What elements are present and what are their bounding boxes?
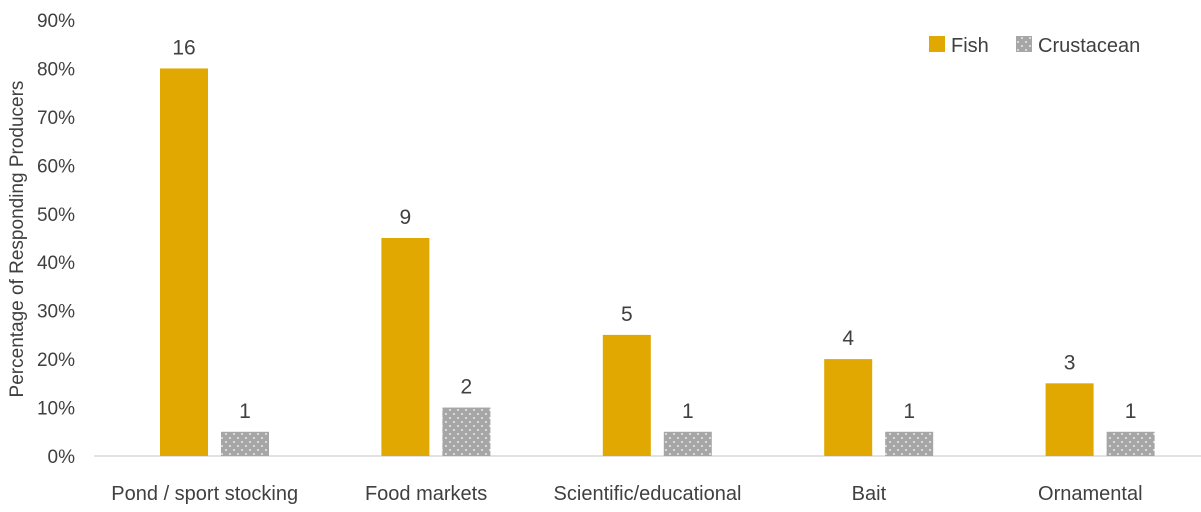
bars [160, 68, 1155, 456]
y-tick-label: 40% [37, 253, 75, 274]
y-tick-label: 30% [37, 302, 75, 323]
y-tick-label: 90% [37, 11, 75, 32]
bar-fish [381, 238, 430, 456]
data-label-crustacean: 2 [461, 376, 473, 399]
data-labels: 16 1 9 2 5 1 4 1 3 1 [172, 36, 1136, 422]
y-axis-title: Percentage of Responding Producers [7, 81, 28, 398]
data-label-fish: 9 [400, 206, 412, 229]
data-label-fish: 16 [172, 36, 195, 59]
y-tick-label: 80% [37, 59, 75, 80]
bar-crustacean [1106, 431, 1155, 456]
bar-fish [1045, 383, 1094, 456]
bar-crustacean [442, 407, 491, 456]
y-tick-label: 0% [48, 447, 76, 468]
y-tick-label: 20% [37, 350, 75, 371]
x-category-label: Bait [852, 483, 887, 505]
bar-crustacean [663, 431, 712, 456]
data-label-crustacean: 1 [903, 400, 915, 423]
y-tick-label: 70% [37, 108, 75, 129]
y-axis-ticks: 0% 10% 20% 30% 40% 50% 60% 70% 80% 90% [37, 11, 75, 468]
data-label-fish: 3 [1064, 351, 1076, 374]
legend-label-crustacean: Crustacean [1038, 35, 1140, 57]
x-category-label: Scientific/educational [554, 483, 742, 505]
y-tick-label: 60% [37, 156, 75, 177]
bar-fish [824, 359, 873, 456]
y-axis-title-group: Percentage of Responding Producers [7, 81, 28, 398]
bar-fish [160, 68, 208, 456]
bar-fish [602, 334, 651, 456]
y-tick-label: 10% [37, 399, 75, 420]
legend-swatch-crustacean [1016, 36, 1032, 52]
data-label-fish: 4 [842, 327, 854, 350]
x-category-label: Food markets [365, 483, 487, 505]
data-label-crustacean: 1 [239, 400, 251, 423]
x-category-label: Ornamental [1038, 483, 1143, 505]
legend-swatch-fish [929, 36, 945, 52]
legend: Fish Crustacean [929, 35, 1140, 57]
legend-label-fish: Fish [951, 35, 989, 57]
y-tick-label: 50% [37, 205, 75, 226]
data-label-fish: 5 [621, 303, 633, 326]
data-label-crustacean: 1 [682, 400, 694, 423]
category-labels: Pond / sport stocking Food markets Scienti… [111, 483, 1142, 505]
x-category-label: Pond / sport stocking [111, 483, 298, 505]
bar-crustacean [885, 431, 934, 456]
data-label-crustacean: 1 [1125, 400, 1137, 423]
bar-crustacean [221, 431, 269, 456]
